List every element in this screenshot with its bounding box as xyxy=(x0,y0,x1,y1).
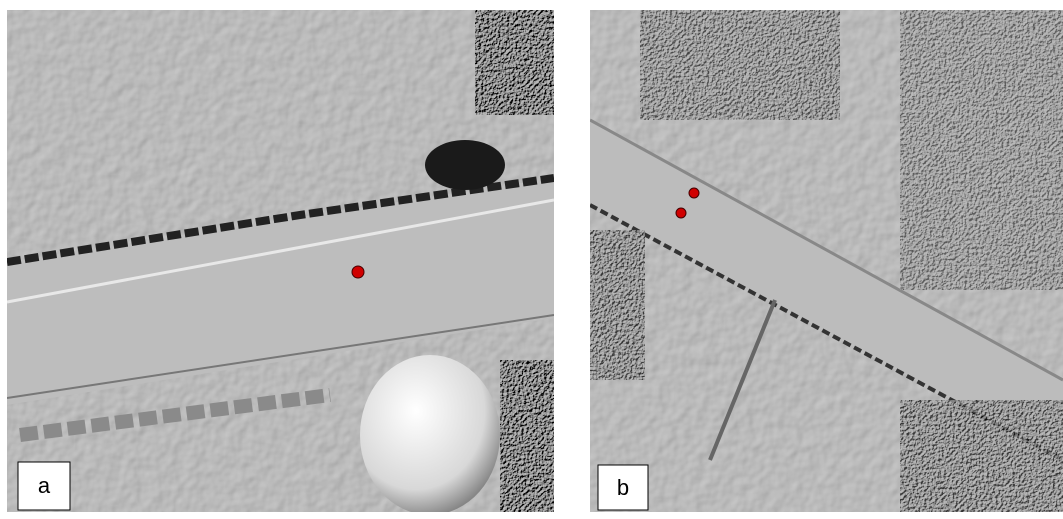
vegetation xyxy=(500,360,554,512)
bright-blob xyxy=(360,355,500,515)
buildings xyxy=(900,400,1063,512)
panel-b xyxy=(590,10,1063,512)
tree-cluster xyxy=(475,5,555,115)
red-marker xyxy=(352,266,364,278)
building xyxy=(590,230,645,380)
figure: a b xyxy=(0,0,1063,519)
buildings xyxy=(640,10,840,120)
buildings xyxy=(900,10,1063,290)
red-marker xyxy=(676,208,686,218)
panel-a xyxy=(7,5,555,515)
panel-label: a xyxy=(38,473,51,498)
panel-label: b xyxy=(617,475,629,500)
tree-shadow xyxy=(425,140,505,190)
red-marker xyxy=(689,188,699,198)
